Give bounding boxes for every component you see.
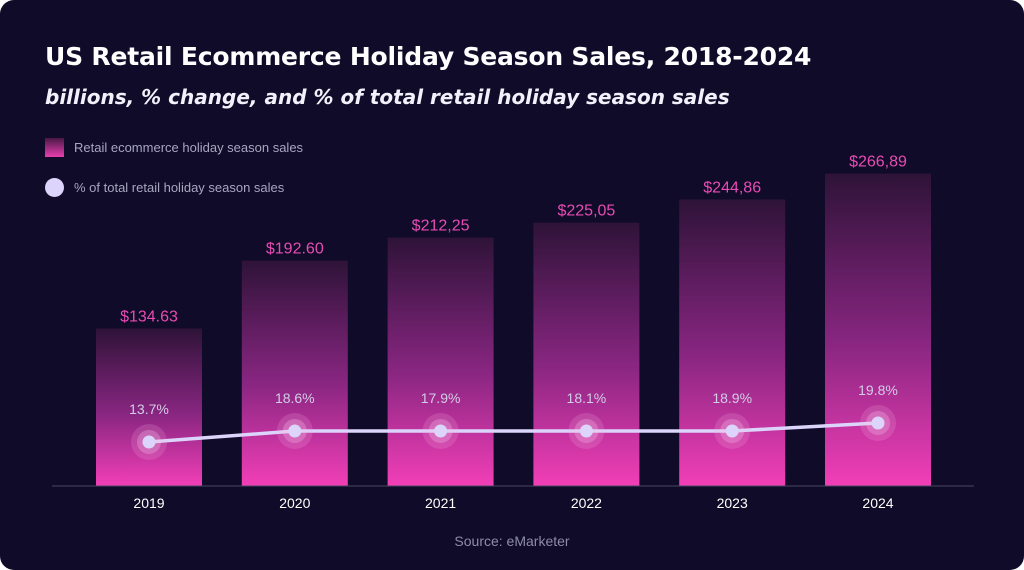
bar-2023 (679, 199, 786, 487)
bar-2022 (533, 222, 640, 486)
percent-point (579, 424, 593, 438)
percent-series-line (148, 421, 879, 444)
chart-source: Source: eMarketer (454, 533, 570, 549)
percent-label: 19.8% (858, 382, 898, 398)
percent-point (871, 416, 885, 430)
x-tick-label: 2024 (862, 495, 893, 511)
percent-label: 17.9% (421, 390, 461, 406)
bar-2019 (96, 328, 202, 486)
bar-2021 (387, 237, 494, 486)
percent-point (725, 424, 739, 438)
legend-item-percent: % of total retail holiday season sales (45, 178, 284, 197)
chart-title: US Retail Ecommerce Holiday Season Sales… (45, 42, 812, 71)
legend-bar-swatch (45, 138, 64, 157)
legend-item-sales: Retail ecommerce holiday season sales (45, 138, 303, 157)
percent-point (142, 435, 156, 449)
legend-label-percent: % of total retail holiday season sales (74, 180, 285, 195)
bar-value-label: $212,25 (412, 218, 470, 235)
percent-label: 13.7% (129, 401, 169, 417)
x-tick-label: 2023 (717, 495, 748, 511)
percent-label: 18.1% (567, 390, 607, 406)
legend-line-dot (45, 178, 64, 197)
bar-value-label: $225,05 (557, 203, 615, 220)
percent-label: 18.9% (712, 390, 752, 406)
bar-value-label: $266,89 (849, 154, 907, 171)
x-tick-label: 2022 (571, 495, 602, 511)
legend-label-sales: Retail ecommerce holiday season sales (74, 140, 304, 155)
x-tick-label: 2019 (133, 495, 164, 511)
percent-point (434, 424, 448, 438)
bar-value-label: $192.60 (266, 241, 324, 258)
chart-subtitle: billions, % change, and % of total retai… (45, 85, 730, 109)
percent-point (288, 424, 302, 438)
x-tick-label: 2021 (425, 495, 456, 511)
bar-2020 (241, 260, 348, 486)
bar-value-label: $244,86 (703, 179, 761, 196)
x-tick-label: 2020 (279, 495, 310, 511)
percent-label: 18.6% (275, 390, 315, 406)
bar-2024 (825, 173, 931, 486)
bar-value-label: $134.63 (120, 308, 178, 325)
